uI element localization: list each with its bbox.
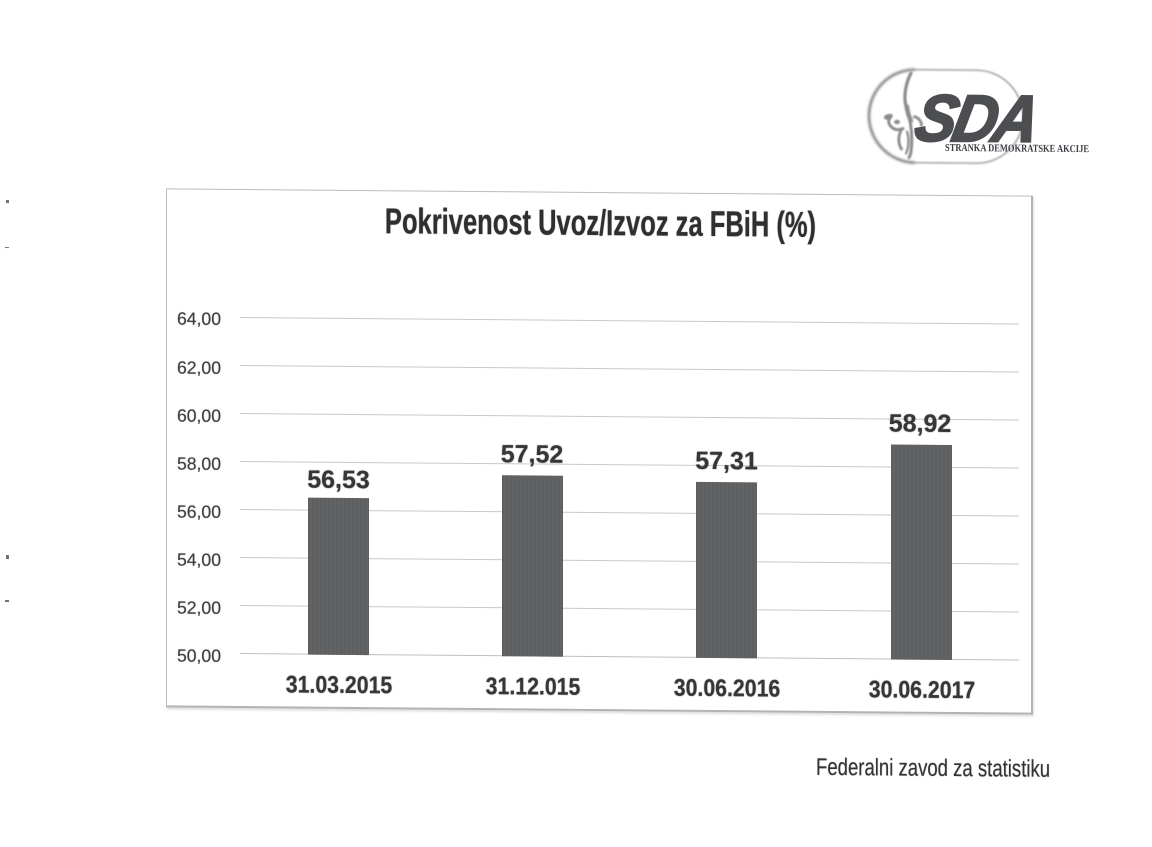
svg-text:STRANKA DEMOKRATSKE AKCIJE: STRANKA DEMOKRATSKE AKCIJE bbox=[945, 143, 1089, 155]
svg-text:SDA: SDA bbox=[910, 81, 1043, 156]
